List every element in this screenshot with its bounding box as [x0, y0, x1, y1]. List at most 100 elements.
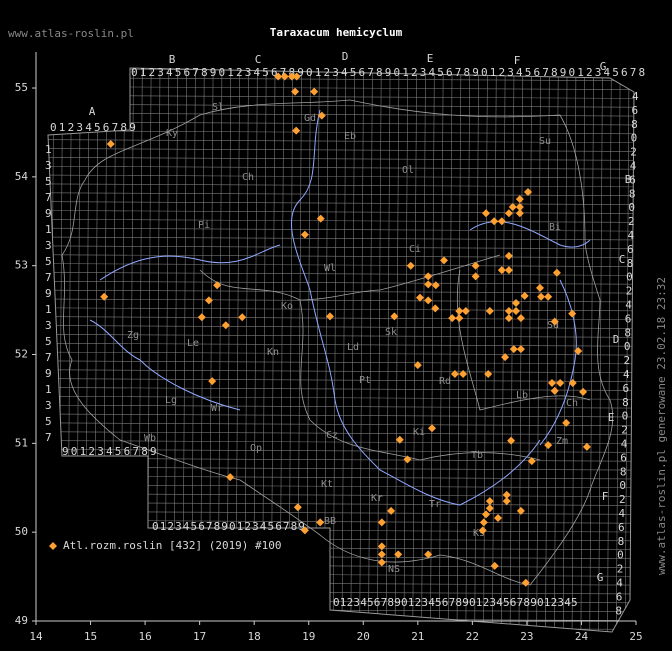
record-point [455, 306, 464, 315]
grid-line [155, 68, 161, 632]
grid-line [48, 511, 634, 515]
region-label: Wl [324, 263, 336, 274]
region-label: Wb [144, 433, 156, 444]
grid-letter: E [608, 411, 615, 424]
grid-line [48, 210, 634, 214]
record-point [238, 313, 247, 322]
grid-line [182, 68, 187, 632]
region-label: Zm [556, 436, 568, 447]
grid-line [474, 68, 479, 632]
grid-line [48, 245, 634, 250]
record-point [403, 455, 412, 464]
grid-line [385, 68, 391, 632]
record-point [390, 312, 399, 321]
grid-line [48, 484, 634, 489]
grid-line [111, 68, 117, 632]
record-point [516, 314, 525, 323]
grid-line [48, 316, 634, 320]
record-point [507, 436, 516, 445]
grid-line [226, 68, 232, 632]
record-point [310, 87, 319, 96]
record-point [424, 272, 433, 281]
x-tick-label: 17 [193, 630, 206, 643]
record-point [424, 296, 433, 305]
record-point [490, 217, 499, 226]
region-label: Lg [165, 395, 177, 406]
grid-line [217, 68, 223, 632]
y-tick-label: 52 [15, 348, 28, 361]
region-label: Bi [549, 222, 561, 233]
grid-line [48, 298, 634, 303]
grid-line [120, 68, 125, 632]
grid-line [288, 68, 294, 632]
grid-line [253, 68, 258, 632]
grid-line [48, 192, 634, 197]
y-tick-label: 49 [15, 614, 28, 627]
grid-line [483, 68, 488, 632]
grid-letter: D [613, 333, 620, 346]
record-point [504, 314, 513, 323]
grid-line [48, 457, 634, 462]
region-label: Pi [198, 220, 210, 231]
grid-line [438, 68, 444, 632]
region-label: Tr [429, 499, 441, 510]
grid-line [615, 68, 621, 632]
record-point [515, 195, 524, 204]
record-point [502, 497, 511, 506]
grid-line [48, 519, 634, 524]
x-tick-label: 21 [411, 630, 424, 643]
region-label: Ol [402, 165, 414, 176]
record-point [461, 306, 470, 315]
record-point [377, 542, 386, 551]
grid-line [48, 564, 634, 568]
grid-line [48, 263, 634, 267]
region-label: Ks [473, 528, 485, 539]
grid-line [48, 369, 634, 374]
record-point [106, 139, 115, 148]
record-point [568, 378, 577, 387]
record-point [377, 558, 386, 567]
grid-line [394, 68, 400, 632]
grid-outline [47, 67, 635, 633]
grid-line [93, 68, 99, 632]
x-tick-label: 16 [138, 630, 151, 643]
grid-letter: F [602, 490, 609, 503]
record-point [213, 281, 222, 290]
grid-letter: F [514, 54, 521, 67]
grid-digits: 0123456789012345678901234567890123456789… [131, 66, 645, 79]
record-point [527, 457, 536, 466]
x-tick-label: 22 [466, 630, 479, 643]
grid-line [84, 68, 90, 632]
y-tick-label: 53 [15, 259, 28, 272]
grid-line [48, 493, 634, 497]
region-label: Le [187, 338, 199, 349]
record-point [291, 87, 300, 96]
x-tick-label: 18 [248, 630, 261, 643]
x-tick-label: 23 [520, 630, 533, 643]
legend-marker [49, 542, 57, 550]
record-point [406, 261, 415, 270]
source-label: www.atlas-roslin.pl [8, 27, 134, 40]
grid-line [376, 68, 382, 632]
record-point [394, 550, 403, 559]
record-point [317, 111, 326, 120]
grid-line [48, 581, 634, 586]
record-point [448, 314, 457, 323]
grid-line [48, 431, 634, 436]
record-point [292, 72, 301, 81]
region-label: Kt [321, 479, 333, 490]
grid-line [359, 68, 364, 632]
grid-line [332, 68, 338, 632]
record-point [293, 503, 302, 512]
grid-line [48, 165, 634, 170]
record-point [582, 442, 591, 451]
record-point [440, 256, 448, 265]
grid-letter: G [597, 571, 604, 584]
record-point [280, 72, 289, 81]
grid-line [553, 68, 559, 632]
grid-line [48, 325, 634, 329]
